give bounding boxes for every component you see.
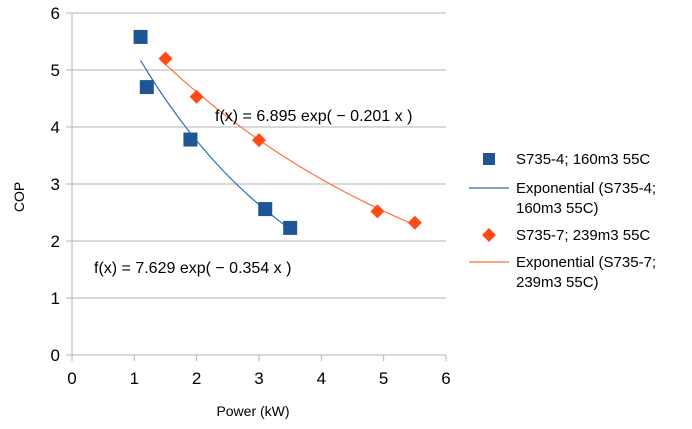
legend-marker-series-2 [482,228,496,242]
x-tick-label: 0 [67,369,76,388]
legend-label-trend-2-line2: 239m3 55C) [516,274,599,291]
legend-label-trend-1-line2: 160m3 55C) [516,200,599,217]
y-tick-label: 1 [51,289,60,308]
y-tick-label: 2 [51,232,60,251]
x-tick-label: 3 [254,369,263,388]
x-tick-label: 6 [441,369,450,388]
data-point-series-1 [133,29,148,44]
gridlines [66,12,447,361]
x-tick-labels: 0 1 2 3 4 5 6 [67,369,450,388]
y-axis-title: COP [11,182,27,212]
x-tick-label: 2 [192,369,201,388]
x-tick-label: 5 [379,369,388,388]
y-tick-label: 0 [51,346,60,365]
data-point-series-1 [183,132,198,147]
data-point-series-2 [158,51,173,66]
data-point-series-1 [139,80,154,95]
trendlines [140,60,416,230]
trendline-2 [165,63,416,226]
equation-series-2: f(x) = 6.895 exp( − 0.201 x ) [215,108,412,125]
data-points [133,29,422,235]
y-tick-label: 5 [51,61,60,80]
legend-label-series-1: S735-4; 160m3 55C [516,151,650,168]
legend-label-series-2: S735-7; 239m3 55C [516,227,650,244]
equation-series-1: f(x) = 7.629 exp( − 0.354 x ) [94,260,291,277]
data-point-series-2 [189,89,204,104]
legend: S735-4; 160m3 55C Exponential (S735-4; 1… [469,151,656,291]
x-tick-label: 1 [130,369,139,388]
data-point-series-2 [370,204,385,219]
y-tick-label: 4 [51,118,60,137]
legend-label-trend-2-line1: Exponential (S735-7; [516,254,656,271]
legend-marker-series-1 [483,153,495,165]
legend-label-trend-1-line1: Exponential (S735-4; [516,180,656,197]
x-tick-label: 4 [317,369,326,388]
x-axis-title: Power (kW) [216,403,289,419]
axes [71,13,446,356]
y-tick-labels: 0 1 2 3 4 5 6 [51,4,60,365]
y-tick-label: 3 [51,175,60,194]
y-tick-label: 6 [51,4,60,23]
data-point-series-2 [252,133,266,148]
data-point-series-2 [407,215,422,230]
data-point-series-1 [258,202,273,217]
data-point-series-1 [283,220,298,235]
